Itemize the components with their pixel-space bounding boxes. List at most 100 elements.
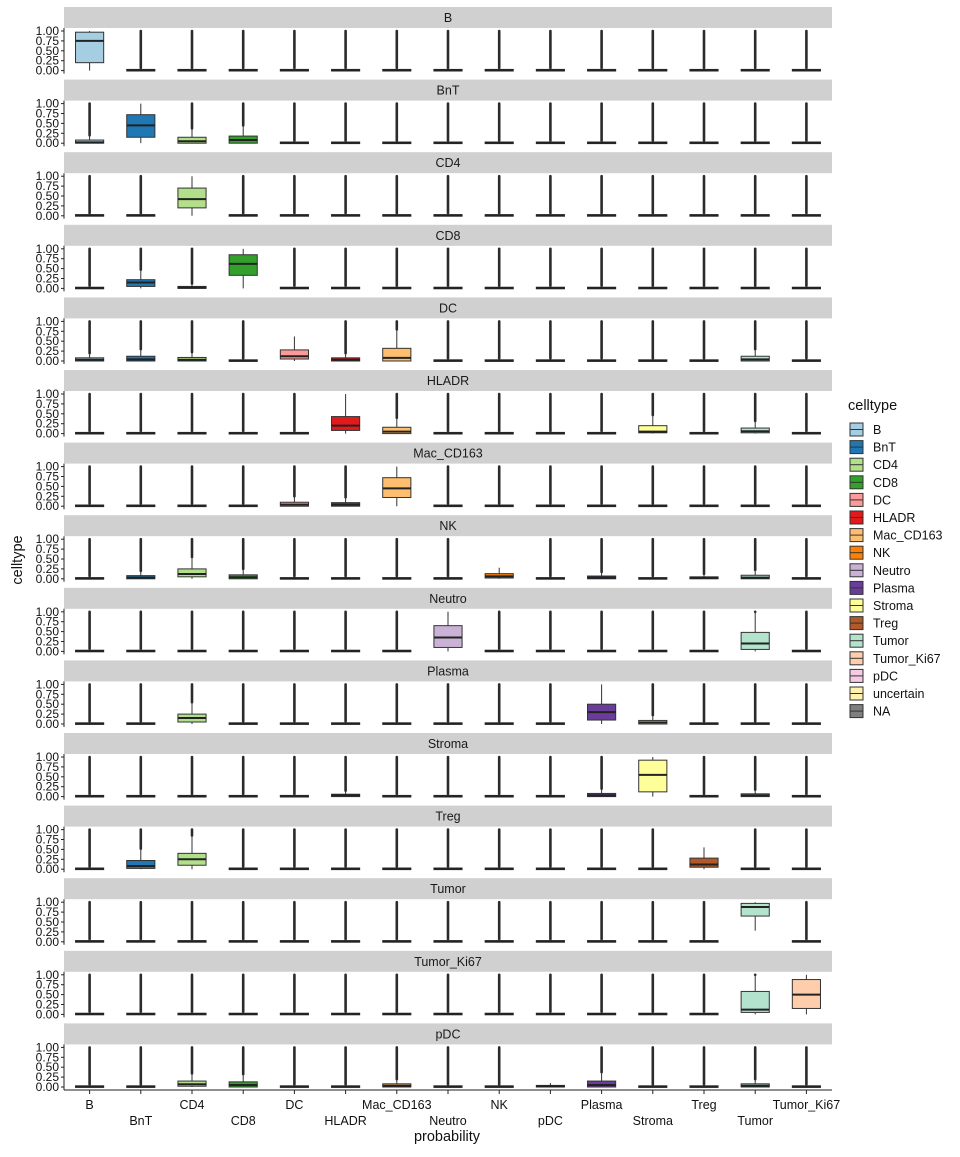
y-tick-label: 0.25	[36, 344, 60, 358]
y-tick-label: 1.00	[36, 460, 60, 474]
legend-item-neutro: Neutro	[849, 563, 911, 578]
y-tick-label: 0.50	[36, 915, 60, 929]
legend-label-mac-cd163: Mac_CD163	[873, 529, 943, 543]
y-tick-label: 1.00	[36, 387, 60, 401]
facet-panels: B0.000.250.500.751.00BnT0.000.250.500.75…	[36, 7, 832, 1094]
legend-item-mac-cd163: Mac_CD163	[849, 528, 943, 543]
panel-neutro: Neutro 0.000.250.500.751.00	[36, 587, 832, 658]
legend-label-stroma: Stroma	[873, 599, 913, 613]
legend-item-plasma: Plasma	[849, 580, 915, 595]
strip-b	[64, 7, 832, 28]
y-tick-label: 0.00	[36, 935, 60, 949]
y-tick-label: 1.00	[36, 314, 60, 328]
y-tick-label: 0.25	[36, 199, 60, 213]
y-tick-label: 0.00	[36, 427, 60, 441]
legend-label-tumor-ki67: Tumor_Ki67	[873, 652, 941, 666]
box-dc-mac-cd163-box	[382, 347, 412, 362]
y-tick-label: 0.00	[36, 354, 60, 368]
y-tick-label: 0.25	[36, 635, 60, 649]
y-tick-label: 0.25	[36, 1070, 60, 1084]
y-tick-label: 1.00	[36, 968, 60, 982]
y-tick-label: 0.25	[36, 272, 60, 286]
box-tumor-ki67-tumor-box	[740, 990, 770, 1013]
y-tick-label: 0.50	[36, 625, 60, 639]
x-tick-label-dc: DC	[285, 1098, 303, 1112]
legend-label-cd4: CD4	[873, 458, 898, 472]
strip-label-treg: Treg	[435, 810, 460, 824]
y-tick-label: 0.25	[36, 998, 60, 1012]
x-tick-label-pdc: pDC	[538, 1114, 563, 1128]
box-neutro-tumor-box	[740, 631, 770, 650]
x-tick-label-treg: Treg	[691, 1098, 716, 1112]
y-tick-label: 0.75	[36, 34, 60, 48]
legend-item-nk: NK	[849, 545, 891, 560]
y-tick-label: 1.00	[36, 1040, 60, 1054]
legend-label-dc: DC	[873, 493, 891, 507]
y-tick-label: 0.75	[36, 905, 60, 919]
x-tick-label-stroma: Stroma	[633, 1114, 673, 1128]
legend: celltype B BnT CD4 CD8 DC HLADR Mac_CD163 NK Neu…	[848, 398, 943, 719]
y-tick-label: 0.00	[36, 862, 60, 876]
x-tick-label-tumor: Tumor	[737, 1114, 773, 1128]
panel-stroma: Stroma 0.000.250.500.751.00	[36, 733, 832, 804]
strip-dc	[64, 297, 832, 319]
x-tick-label-cd4: CD4	[179, 1098, 204, 1112]
strip-label-hladr: HLADR	[427, 374, 469, 388]
box-stroma-stroma-box	[638, 759, 668, 793]
legend-item-treg: Treg	[849, 616, 898, 631]
strip-mac-cd163	[64, 442, 832, 464]
y-tick-label: 0.50	[36, 1060, 60, 1074]
legend-title: celltype	[848, 398, 897, 414]
y-tick-label: 0.00	[36, 572, 60, 586]
strip-tumor-ki67	[64, 950, 832, 972]
legend-item-cd8: CD8	[849, 475, 898, 490]
y-tick-label: 1.00	[36, 169, 60, 183]
y-tick-label: 0.50	[36, 262, 60, 276]
x-tick-label-tumor-ki67: Tumor_Ki67	[773, 1098, 841, 1112]
legend-label-cd8: CD8	[873, 476, 898, 490]
legend-label-tumor: Tumor	[873, 634, 909, 648]
legend-label-uncertain: uncertain	[873, 687, 924, 701]
legend-item-pdc: pDC	[849, 668, 898, 683]
legend-label-neutro: Neutro	[873, 564, 911, 578]
strip-label-b: B	[444, 11, 452, 25]
panel-treg: Treg 0.000.250.500.751.00	[36, 805, 832, 876]
strip-cd4	[64, 152, 832, 174]
y-tick-label: 0.00	[36, 790, 60, 804]
legend-label-nk: NK	[873, 546, 891, 560]
panel-tumor: Tumor 0.000.250.500.751.00	[36, 878, 832, 949]
y-tick-label: 0.00	[36, 209, 60, 223]
y-tick-label: 0.50	[36, 116, 60, 130]
strip-label-cd8: CD8	[435, 229, 460, 243]
box-hladr-stroma-box	[638, 425, 668, 434]
legend-item-tumor: Tumor	[849, 633, 909, 648]
strip-treg	[64, 805, 832, 827]
y-tick-label: 0.75	[36, 615, 60, 629]
x-tick-label-neutro: Neutro	[429, 1114, 467, 1128]
panel-cd8: CD8 0.000.250.500.751.00	[36, 224, 832, 295]
y-tick-label: 0.00	[36, 499, 60, 513]
box-treg-bnt-box	[126, 859, 156, 869]
y-tick-label: 0.25	[36, 852, 60, 866]
box-tumor-tumor-box	[740, 902, 770, 917]
box-nk-cd4-box	[177, 568, 207, 578]
y-tick-label: 0.75	[36, 107, 60, 121]
y-tick-label: 1.00	[36, 24, 60, 38]
strip-tumor	[64, 878, 832, 900]
box-dc-dc-box	[279, 349, 309, 360]
y-tick-label: 0.75	[36, 687, 60, 701]
y-tick-label: 0.00	[36, 1080, 60, 1094]
box-hladr-hladr-box	[331, 416, 361, 431]
x-tick-label-nk: NK	[491, 1098, 509, 1112]
y-tick-label: 0.50	[36, 770, 60, 784]
strip-plasma	[64, 660, 832, 682]
strip-label-pdc: pDC	[435, 1027, 460, 1041]
y-tick-label: 0.00	[36, 136, 60, 150]
y-tick-label: 0.75	[36, 542, 60, 556]
strip-label-tumor-ki67: Tumor_Ki67	[414, 955, 482, 969]
y-tick-label: 0.75	[36, 470, 60, 484]
y-tick-label: 1.00	[36, 895, 60, 909]
y-tick-label: 0.50	[36, 407, 60, 421]
y-tick-label: 0.50	[36, 697, 60, 711]
